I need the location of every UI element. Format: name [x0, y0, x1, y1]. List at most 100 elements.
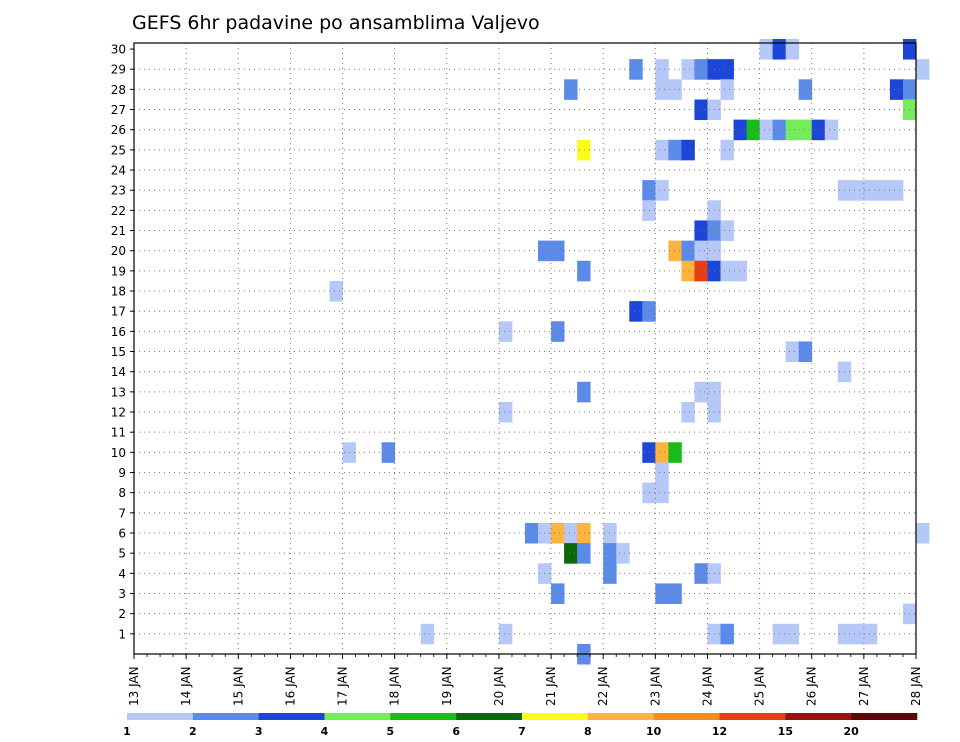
- heatmap-cell: [850, 623, 865, 645]
- y-tick-label: 20: [111, 244, 126, 258]
- heatmap-cell: [655, 442, 669, 463]
- heatmap-cell: [916, 522, 930, 544]
- heatmap-cell: [668, 442, 682, 463]
- heatmap-cell: [498, 623, 513, 645]
- heatmap-cell: [785, 341, 800, 363]
- y-tick-label: 22: [111, 204, 126, 218]
- y-tick-label: 7: [118, 506, 126, 520]
- y-tick-label: 5: [118, 547, 126, 561]
- heatmap-cell: [863, 180, 878, 201]
- heatmap-cell: [655, 79, 669, 100]
- heatmap-cell: [889, 79, 904, 100]
- colorbar-label: 6: [452, 725, 460, 738]
- heatmap-cell: [329, 280, 343, 302]
- heatmap-cell: [498, 401, 513, 423]
- heatmap-cell: [889, 180, 904, 201]
- y-tick-label: 17: [111, 305, 126, 319]
- heatmap-cell: [694, 240, 708, 262]
- colorbar-swatch: [785, 713, 852, 720]
- heatmap-cell: [720, 260, 734, 282]
- y-tick-label: 16: [111, 325, 126, 339]
- chart-title: GEFS 6hr padavine po ansamblima Valjevo: [132, 12, 540, 34]
- y-tick-label: 25: [111, 143, 126, 157]
- y-tick-label: 3: [118, 587, 126, 601]
- heatmap-cell: [798, 79, 813, 100]
- heatmap-cell: [720, 139, 734, 161]
- heatmap-cell: [668, 583, 682, 604]
- heatmap-cell: [551, 583, 565, 604]
- y-tick-label: 30: [111, 43, 126, 57]
- heatmap-cell: [824, 119, 839, 141]
- x-tick-label: 14 JAN: [179, 666, 193, 706]
- heatmap-cell: [785, 38, 800, 60]
- heatmap-cell: [629, 59, 643, 80]
- y-tick-label: 26: [111, 123, 126, 137]
- colorbar-label: 3: [255, 725, 263, 738]
- heatmap-cell: [694, 260, 708, 282]
- colorbar-label: 8: [584, 725, 592, 738]
- heatmap-cell: [655, 482, 669, 504]
- heatmap-cell: [681, 139, 695, 161]
- y-tick-label: 19: [111, 264, 126, 278]
- heatmap-cell: [694, 220, 708, 242]
- y-tick-label: 21: [111, 224, 126, 238]
- heatmap-cell: [681, 260, 695, 282]
- x-tick-label: 16 JAN: [283, 666, 297, 706]
- heatmap-cell: [681, 59, 695, 80]
- heatmap-cell: [616, 543, 630, 564]
- heatmap-cell: [668, 139, 682, 161]
- colorbar-swatch: [390, 713, 457, 720]
- heatmap-cell: [694, 59, 708, 80]
- colorbar-legend: 1 2 3 4 5 6 7 8 10 12 15 20: [123, 713, 918, 738]
- heatmap-cell: [720, 220, 734, 242]
- heatmap-cell: [577, 381, 591, 403]
- heatmap-cell: [655, 583, 669, 604]
- heatmap-cell: [798, 119, 813, 141]
- colorbar-swatch: [456, 713, 523, 720]
- heatmap-cell: [381, 442, 396, 463]
- heatmap-cell: [564, 522, 578, 544]
- heatmap-cell: [811, 119, 826, 141]
- colorbar-label: 2: [189, 725, 197, 738]
- colorbar-label: 15: [778, 725, 793, 738]
- heatmap-cell: [746, 119, 760, 141]
- heatmap-cell: [577, 543, 591, 564]
- colorbar-label: 12: [712, 725, 727, 738]
- colorbar-swatch: [192, 713, 259, 720]
- heatmap-cell: [577, 139, 591, 161]
- x-tick-label: 20 JAN: [492, 666, 506, 706]
- y-tick-label: 1: [118, 627, 126, 641]
- heatmap-cell: [681, 401, 695, 423]
- heatmap-cell: [551, 240, 565, 262]
- colorbar-swatch: [587, 713, 654, 720]
- x-tick-label: 26 JAN: [805, 666, 819, 706]
- heatmap-cell: [498, 321, 513, 342]
- x-tick-label: 28 JAN: [909, 666, 923, 706]
- heatmap-cell: [916, 59, 930, 80]
- heatmap-cell: [577, 522, 591, 544]
- heatmap-cell: [694, 381, 708, 403]
- heatmap-cell: [733, 260, 747, 282]
- y-tick-label: 11: [111, 426, 126, 440]
- heatmap-cell: [694, 99, 708, 121]
- colorbar-swatch: [324, 713, 391, 720]
- colorbar-swatch: [258, 713, 325, 720]
- y-tick-label: 29: [111, 63, 126, 77]
- x-tick-label: 15 JAN: [231, 666, 245, 706]
- colorbar-swatch: [653, 713, 720, 720]
- x-tick-label: 23 JAN: [648, 666, 662, 706]
- heatmap-cell: [655, 139, 669, 161]
- x-tick-label: 18 JAN: [388, 666, 402, 706]
- heatmap-cell: [876, 180, 891, 201]
- heatmap-cell: [694, 563, 708, 584]
- y-axis: 1234567891011121314151617181920212223242…: [111, 43, 134, 641]
- y-tick-label: 27: [111, 103, 126, 117]
- y-tick-label: 24: [111, 164, 126, 178]
- heatmap-cell: [720, 59, 734, 80]
- y-tick-label: 6: [118, 527, 126, 541]
- x-tick-label: 17 JAN: [336, 666, 350, 706]
- x-tick-label: 25 JAN: [753, 666, 767, 706]
- heatmap-cell: [668, 79, 682, 100]
- heatmap-cell: [759, 38, 774, 60]
